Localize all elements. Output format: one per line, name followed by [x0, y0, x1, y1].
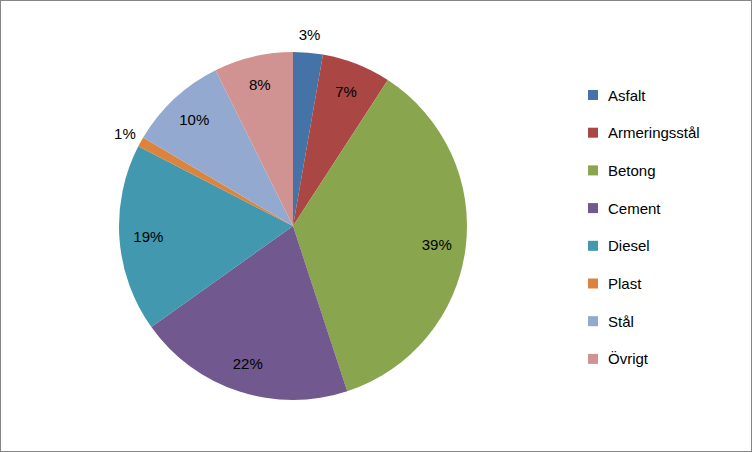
legend-swatch	[588, 316, 598, 326]
legend-label: Plast	[608, 275, 642, 292]
legend-label: Cement	[608, 200, 661, 217]
legend-swatch	[588, 128, 598, 138]
legend-item: Armeringsstål	[588, 124, 700, 141]
data-label: 3%	[299, 26, 321, 43]
pie	[119, 52, 467, 400]
legend-swatch	[588, 90, 598, 100]
chart: 3% 7% 39% 22% 19% 1% 10% 8% Asfalt Armeringsstål B…	[0, 0, 752, 452]
legend-swatch	[588, 354, 598, 364]
chart-border	[1, 1, 752, 452]
legend: Asfalt Armeringsstål Betong Cement Diesel Pla…	[588, 87, 700, 368]
legend-item: Cement	[588, 200, 661, 217]
legend-swatch	[588, 241, 598, 251]
legend-label: Asfalt	[608, 87, 646, 104]
data-label: 7%	[335, 83, 357, 100]
data-labels: 3% 7% 39% 22% 19% 1% 10% 8%	[114, 26, 452, 372]
data-label: 19%	[133, 228, 163, 245]
legend-label: Betong	[608, 162, 656, 179]
data-label: 1%	[114, 125, 136, 142]
data-label: 8%	[249, 76, 271, 93]
legend-item: Plast	[588, 275, 642, 292]
legend-swatch	[588, 279, 598, 289]
legend-item: Betong	[588, 162, 656, 179]
legend-item: Stål	[588, 313, 634, 330]
data-label: 39%	[422, 236, 452, 253]
legend-item: Övrigt	[588, 350, 649, 367]
legend-label: Övrigt	[608, 350, 649, 367]
pie-slice	[216, 52, 293, 226]
legend-label: Armeringsstål	[608, 124, 700, 141]
legend-item: Asfalt	[588, 87, 646, 104]
legend-label: Diesel	[608, 237, 650, 254]
legend-swatch	[588, 203, 598, 213]
data-label: 10%	[179, 111, 209, 128]
data-label: 22%	[233, 355, 263, 372]
legend-label: Stål	[608, 313, 634, 330]
legend-item: Diesel	[588, 237, 650, 254]
legend-swatch	[588, 165, 598, 175]
